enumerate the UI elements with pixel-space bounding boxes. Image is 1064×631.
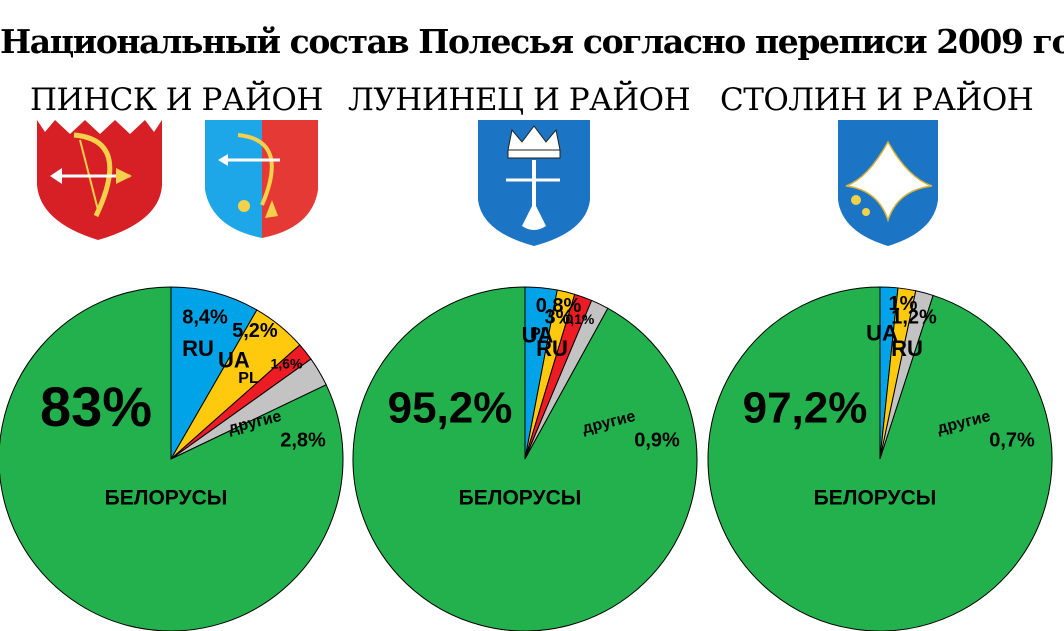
data-label-belarusians: 97,2% — [743, 384, 868, 433]
data-label-ua: 5,2% — [232, 320, 278, 342]
region-title-pinsk: ПИНСК И РАЙОН — [30, 82, 323, 118]
category-label-pl: PL — [238, 370, 259, 387]
region-title-luninets: ЛУНИНЕЦ И РАЙОН — [348, 82, 691, 118]
data-label-pl: 1,6% — [271, 356, 303, 372]
category-label-ru: RU — [182, 336, 214, 361]
data-label-ru: 1,2% — [891, 306, 937, 328]
category-label-ua: UA — [866, 320, 898, 345]
data-label-belarusians: 83% — [40, 375, 152, 438]
pie-slice-belarusians — [707, 286, 1053, 631]
data-label-belarusians: 95,2% — [388, 384, 513, 433]
category-label-ru: RU — [536, 336, 568, 361]
category-label-ua: UA — [522, 323, 554, 348]
category-label-ru: RU — [891, 336, 923, 361]
category-label-ua: UA — [218, 348, 250, 373]
data-label-other: 0,7% — [989, 429, 1035, 451]
pie-slice-belarusians — [0, 286, 344, 631]
category-label-belarusians: БЕЛОРУСЫ — [814, 487, 937, 510]
pie-slice-ru — [170, 286, 258, 461]
luninets-coat-of-arms — [478, 120, 590, 246]
region-title-stolin: СТОЛИН И РАЙОН — [720, 82, 1034, 118]
data-label-ru: 8,4% — [182, 306, 228, 328]
pinsk-district-coat-of-arms — [205, 120, 318, 238]
data-label-other: 2,8% — [280, 429, 326, 451]
data-label-other: 0,9% — [634, 429, 680, 451]
data-label-ru: 3% — [545, 306, 574, 328]
pinsk-city-coat-of-arms — [37, 120, 162, 240]
data-label-ua: 1% — [889, 293, 918, 315]
page-title: Национальный состав Полесья согласно пер… — [0, 22, 1064, 61]
category-label-belarusians: БЕЛОРУСЫ — [459, 487, 582, 510]
category-label-pl: PL — [530, 326, 551, 343]
data-label-pl: 0,1% — [562, 311, 594, 327]
category-label-belarusians: БЕЛОРУСЫ — [105, 487, 228, 510]
stolin-coat-of-arms — [838, 120, 938, 246]
data-label-ua: 0,8% — [536, 295, 582, 317]
pie-slice-belarusians — [352, 286, 698, 631]
